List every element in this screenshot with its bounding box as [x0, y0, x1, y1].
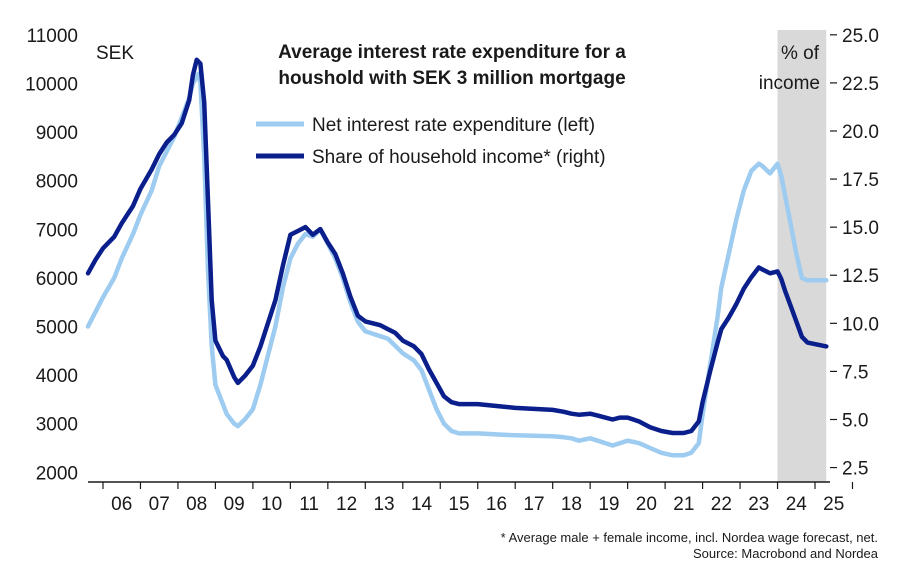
x-tick-label: 20	[636, 494, 657, 515]
series-layer	[85, 57, 829, 458]
left-tick-label: 4000	[36, 366, 78, 387]
x-tick-label: 09	[224, 494, 245, 515]
right-tick-label: 5.0	[842, 410, 868, 431]
right-tick-label: 22.5	[842, 74, 879, 95]
left-tick-label: 9000	[36, 123, 78, 144]
x-tick-label: 19	[598, 494, 619, 515]
footnote-text: * Average male + female income, incl. No…	[501, 530, 878, 545]
left-tick-label: 7000	[36, 220, 78, 241]
chart-title-line1: Average interest rate expenditure for a	[278, 42, 626, 63]
x-tick-label: 06	[111, 494, 132, 515]
left-tick-label: 6000	[36, 269, 78, 290]
chart-title-line2: houshold with SEK 3 million mortgage	[278, 68, 625, 89]
x-tick-label: 25	[823, 494, 844, 515]
series-line-income-share	[85, 57, 829, 436]
right-tick-label: 17.5	[842, 170, 879, 191]
right-tick-label: 7.5	[842, 362, 868, 383]
forecast-shade	[777, 30, 827, 482]
x-tick-label: 13	[373, 494, 394, 515]
left-tick-label: 2000	[36, 463, 78, 484]
right-unit-label-line1: % of	[781, 43, 820, 64]
series-line-net-interest	[85, 71, 829, 458]
x-tick-label: 21	[673, 494, 694, 515]
x-tick-label: 14	[411, 494, 433, 515]
legend-label-net-interest: Net interest rate expenditure (left)	[312, 115, 595, 136]
x-tick-label: 11	[299, 494, 319, 515]
x-tick-label: 17	[523, 494, 544, 515]
left-tick-label: 10000	[25, 74, 78, 95]
x-tick-label: 23	[748, 494, 769, 515]
right-unit-label-line2: income	[759, 73, 820, 94]
x-axis: 06 07 08 09 10 11 12 13 14 15 16 17 18 19 20 21 22 23 24 25	[102, 482, 854, 515]
left-unit-label: SEK	[96, 43, 134, 64]
x-tick-label: 22	[711, 494, 732, 515]
right-tick-label: 15.0	[842, 218, 879, 239]
left-tick-label: 3000	[36, 415, 78, 436]
x-tick-label: 08	[186, 494, 207, 515]
right-tick-label: 25.0	[842, 26, 879, 47]
x-tick-label: 10	[261, 494, 282, 515]
left-tick-label: 11000	[27, 26, 78, 47]
right-tick-label: 10.0	[842, 314, 879, 335]
x-tick-label: 24	[786, 494, 808, 515]
source-text: Source: Macrobond and Nordea	[693, 546, 879, 561]
left-tick-label: 8000	[36, 172, 78, 193]
x-tick-label: 07	[149, 494, 170, 515]
left-axis: 2000 3000 4000 5000 6000 7000 8000 9000 10000 110…	[25, 26, 78, 484]
legend: Net interest rate expenditure (left) Sha…	[256, 115, 606, 168]
x-tick-label: 16	[486, 494, 507, 515]
x-tick-label: 15	[448, 494, 469, 515]
right-axis: 2.5 5.0 7.5 10.0 12.5 15.0 17.5 20.0 22.5 25.0	[830, 26, 879, 480]
right-tick-label: 2.5	[842, 459, 868, 480]
x-tick-label: 18	[561, 494, 582, 515]
x-tick-label: 12	[336, 494, 357, 515]
right-tick-label: 20.0	[842, 122, 879, 143]
right-tick-label: 12.5	[842, 266, 879, 287]
left-tick-label: 5000	[36, 317, 78, 338]
legend-label-income-share: Share of household income* (right)	[312, 147, 606, 168]
